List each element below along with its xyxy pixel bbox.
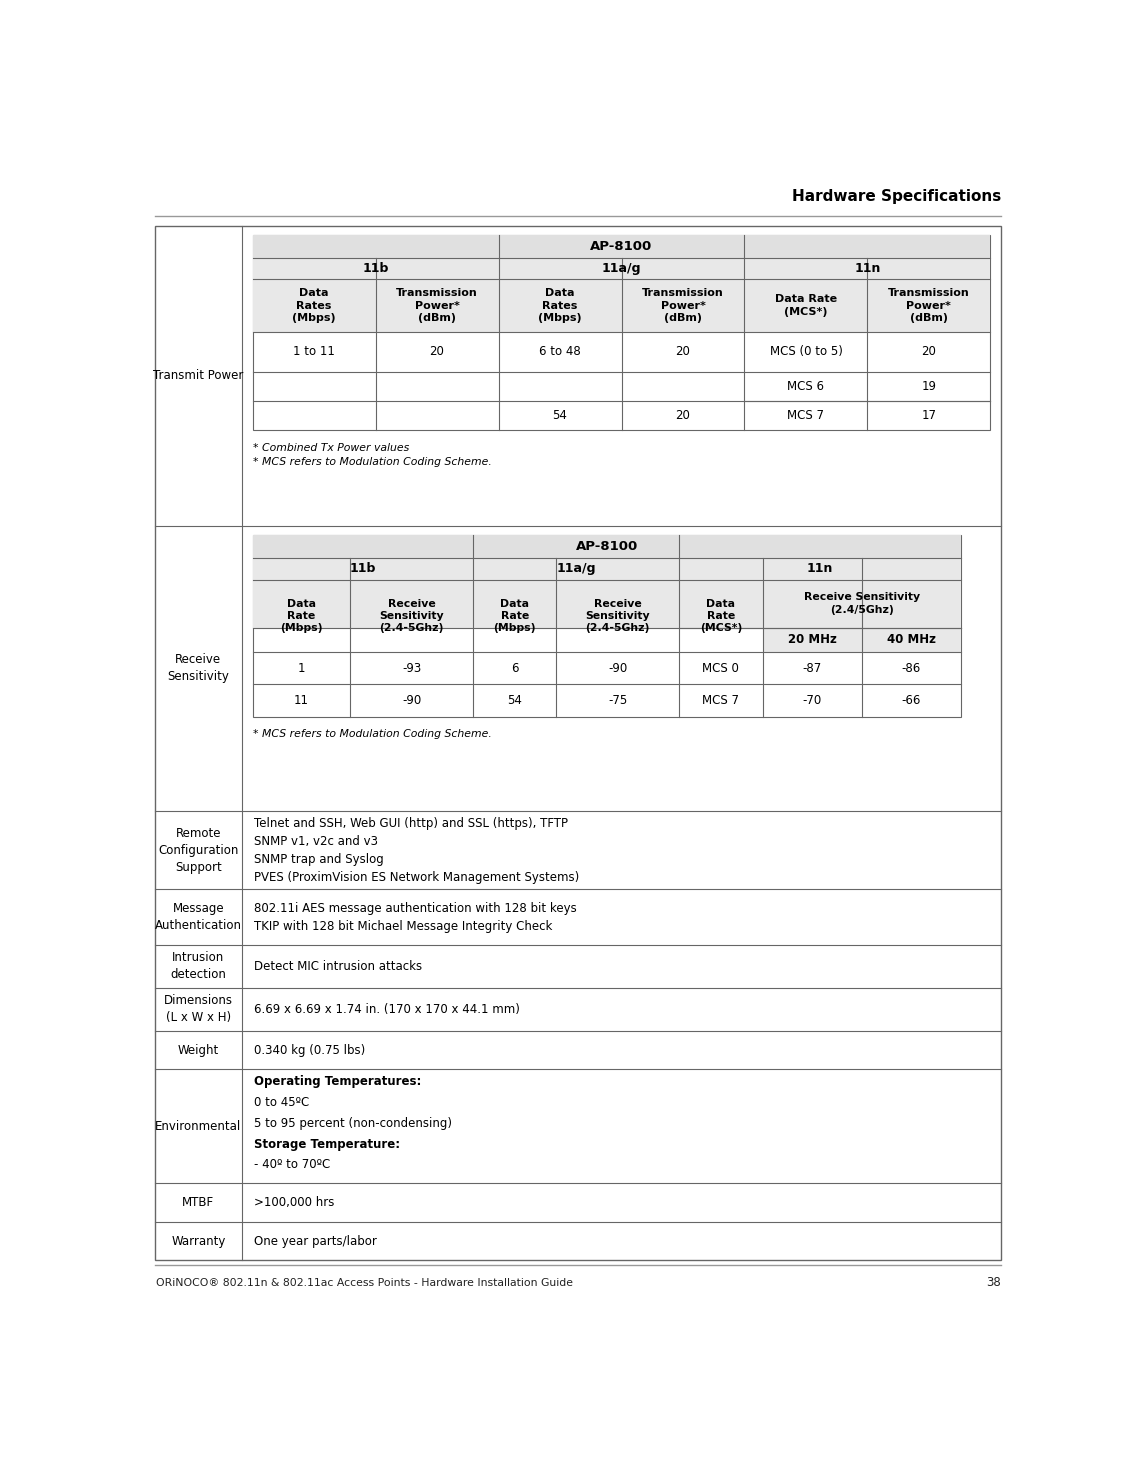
Bar [253,279,990,332]
Text: 20: 20 [676,345,690,358]
Text: 54: 54 [553,410,567,422]
Bar [253,558,961,580]
Text: Warranty: Warranty [171,1234,226,1247]
Text: -87: -87 [802,663,822,674]
Text: Weight: Weight [178,1044,219,1056]
Text: Transmission
Power*
(dBm): Transmission Power* (dBm) [396,288,478,323]
Text: 11n: 11n [807,563,834,576]
Text: Transmission
Power*
(dBm): Transmission Power* (dBm) [642,288,724,323]
Text: MTBF: MTBF [183,1196,214,1209]
Text: 11b: 11b [362,261,389,275]
Text: MCS 7: MCS 7 [787,410,825,422]
Text: 0 to 45ºC: 0 to 45ºC [254,1096,309,1109]
Text: Data
Rates
(Mbps): Data Rates (Mbps) [538,288,582,323]
Text: Environmental: Environmental [156,1119,241,1133]
Text: 11n: 11n [854,261,881,275]
Text: Data
Rates
(Mbps): Data Rates (Mbps) [292,288,336,323]
Text: Data
Rate
(Mbps): Data Rate (Mbps) [280,598,323,633]
Text: Telnet and SSH, Web GUI (http) and SSL (https), TFTP
SNMP v1, v2c and v3
SNMP tr: Telnet and SSH, Web GUI (http) and SSL (… [254,817,580,883]
Text: Storage Temperature:: Storage Temperature: [254,1137,400,1150]
Text: Transmit Power: Transmit Power [153,369,244,382]
Text: Receive Sensitivity
(2.4/5Ghz): Receive Sensitivity (2.4/5Ghz) [804,592,919,616]
Text: Remote
Configuration
Support: Remote Configuration Support [158,827,238,874]
Text: 5 to 95 percent (non-condensing): 5 to 95 percent (non-condensing) [254,1116,452,1130]
Bar [253,259,990,279]
Text: 54: 54 [508,695,522,707]
Text: MCS 0: MCS 0 [703,663,739,674]
Text: ORiNOCO® 802.11n & 802.11ac Access Points - Hardware Installation Guide: ORiNOCO® 802.11n & 802.11ac Access Point… [157,1278,573,1288]
Text: 6.69 x 6.69 x 1.74 in. (170 x 170 x 44.1 mm): 6.69 x 6.69 x 1.74 in. (170 x 170 x 44.1… [254,1003,520,1017]
Text: -70: -70 [802,695,822,707]
Text: >100,000 hrs: >100,000 hrs [254,1196,335,1209]
Text: Message
Authentication: Message Authentication [155,902,241,931]
Text: 11b: 11b [350,563,376,576]
Text: * Combined Tx Power values
* MCS refers to Modulation Coding Scheme.: * Combined Tx Power values * MCS refers … [253,442,492,467]
Text: Transmission
Power*
(dBm): Transmission Power* (dBm) [888,288,970,323]
Text: -93: -93 [402,663,421,674]
Bar [253,535,961,558]
Text: -90: -90 [608,663,627,674]
Text: AP-8100: AP-8100 [575,541,638,554]
Text: 0.340 kg (0.75 lbs): 0.340 kg (0.75 lbs) [254,1044,365,1056]
Text: 17: 17 [922,410,936,422]
Text: 6 to 48: 6 to 48 [539,345,581,358]
Text: Intrusion
detection: Intrusion detection [170,952,227,981]
Bar [253,235,990,430]
Text: 38: 38 [987,1277,1002,1290]
Text: 19: 19 [922,380,936,394]
Text: Data
Rate
(MCS*): Data Rate (MCS*) [699,598,742,633]
Text: 11: 11 [294,695,309,707]
Text: AP-8100: AP-8100 [590,239,653,253]
Text: One year parts/labor: One year parts/labor [254,1234,377,1247]
Text: 20: 20 [922,345,936,358]
Text: 1 to 11: 1 to 11 [293,345,335,358]
Text: 11a/g: 11a/g [601,261,641,275]
Text: 20 MHz: 20 MHz [787,633,837,646]
Text: -86: -86 [901,663,920,674]
Text: Receive
Sensitivity
(2.4-5Ghz): Receive Sensitivity (2.4-5Ghz) [379,598,444,633]
Text: 40 MHz: 40 MHz [887,633,936,646]
Text: Detect MIC intrusion attacks: Detect MIC intrusion attacks [254,959,422,972]
Text: 20: 20 [430,345,444,358]
Text: 20: 20 [676,410,690,422]
Text: 11a/g: 11a/g [556,563,596,576]
Text: 802.11i AES message authentication with 128 bit keys
TKIP with 128 bit Michael M: 802.11i AES message authentication with … [254,902,576,933]
Text: Data
Rate
(Mbps): Data Rate (Mbps) [493,598,536,633]
Text: - 40º to 70ºC: - 40º to 70ºC [254,1158,331,1171]
Text: MCS (0 to 5): MCS (0 to 5) [769,345,843,358]
Text: MCS 7: MCS 7 [703,695,739,707]
Text: MCS 6: MCS 6 [787,380,825,394]
Text: -75: -75 [608,695,627,707]
Text: Data Rate
(MCS*): Data Rate (MCS*) [775,294,837,317]
Bar [253,535,961,717]
Text: Receive
Sensitivity
(2.4-5Ghz): Receive Sensitivity (2.4-5Ghz) [585,598,650,633]
Text: Hardware Specifications: Hardware Specifications [792,190,1002,204]
Bar [253,235,990,259]
Bar [253,580,961,627]
Text: 1: 1 [298,663,306,674]
Bar [763,627,961,652]
Text: 6: 6 [511,663,519,674]
Text: Operating Temperatures:: Operating Temperatures: [254,1075,422,1089]
Text: * MCS refers to Modulation Coding Scheme.: * MCS refers to Modulation Coding Scheme… [253,729,492,739]
Text: Receive
Sensitivity: Receive Sensitivity [167,654,229,683]
Text: -66: -66 [901,695,922,707]
Text: -90: -90 [402,695,421,707]
Text: Dimensions
(L x W x H): Dimensions (L x W x H) [164,995,232,1024]
